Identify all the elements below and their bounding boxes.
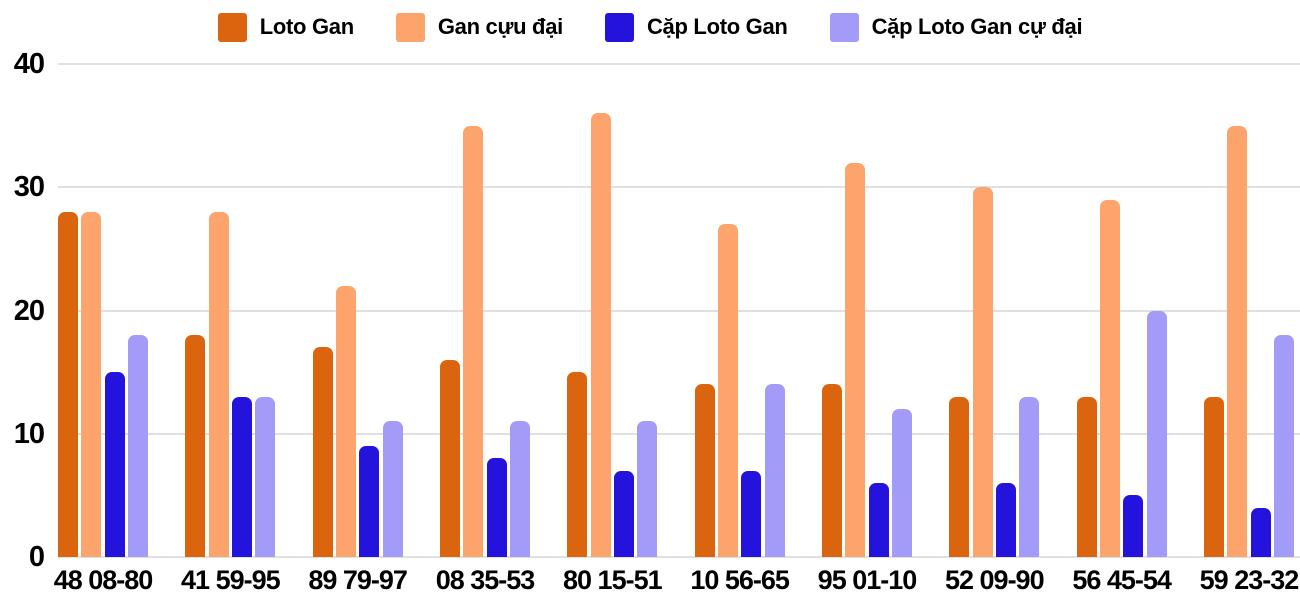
legend-label-gan-cuu-dai: Gan cựu đại	[437, 14, 563, 39]
bar-loto-gan	[949, 396, 970, 557]
x-axis-label-7: 95 01-10	[817, 565, 918, 595]
bar-cap-loto-gan	[359, 446, 380, 557]
bar-group-6: 10 56-65	[690, 64, 790, 595]
y-axis-tick-10: 10	[13, 417, 45, 450]
bar-group-1: 48 08-80	[54, 64, 153, 595]
bar-group-5: 80 15-51	[563, 64, 663, 595]
bar-group-3: 89 79-97	[308, 64, 408, 595]
bar-group-9: 56 45-54	[1072, 64, 1172, 595]
legend-swatch-cap-loto-gan	[604, 12, 634, 42]
x-axis-label-8: 52 09-90	[945, 565, 1045, 595]
bar-loto-gan	[694, 384, 715, 557]
bar-gan-cuu-dai	[81, 211, 102, 557]
bar-gan-cuu-dai	[208, 211, 229, 557]
bar-cap-loto-gan	[104, 372, 125, 557]
bar-cap-loto-gan-cu-dai	[127, 335, 148, 557]
bar-cap-loto-gan-cu-dai	[509, 421, 530, 557]
bar-group-2: 41 59-95	[181, 64, 281, 595]
bar-cap-loto-gan-cu-dai	[1019, 396, 1040, 557]
bar-cap-loto-gan-cu-dai	[1273, 335, 1294, 557]
x-axis-label-6: 10 56-65	[690, 565, 790, 595]
x-axis-label-2: 41 59-95	[181, 565, 281, 595]
legend-item-loto-gan[interactable]: Loto Gan	[217, 12, 354, 42]
y-axis-tick-40: 40	[13, 48, 45, 80]
plot-area	[58, 63, 1300, 558]
gridline-40	[58, 63, 1300, 65]
bar-group-8: 52 09-90	[945, 64, 1045, 595]
bar-cap-loto-gan-cu-dai	[637, 421, 658, 557]
bar-gan-cuu-dai	[590, 113, 611, 557]
bar-cap-loto-gan-cu-dai	[1146, 310, 1167, 557]
legend-label-loto-gan: Loto Gan	[259, 14, 354, 39]
bar-loto-gan	[439, 359, 460, 557]
gridline-20	[58, 309, 1300, 312]
legend-label-cap-loto-gan-cu-dai: Cặp Loto Gan cự đại	[871, 14, 1083, 39]
bar-cap-loto-gan-cu-dai	[891, 409, 912, 557]
bar-group-10: 59 23-32	[1200, 64, 1299, 595]
bar-loto-gan	[185, 335, 206, 557]
gridline-10	[58, 432, 1300, 435]
legend-swatch-loto-gan	[217, 12, 247, 42]
legend-item-gan-cuu-dai[interactable]: Gan cựu đại	[395, 12, 563, 42]
legend-swatch-gan-cuu-dai	[395, 12, 425, 42]
legend-label-cap-loto-gan: Cặp Loto Gan	[646, 14, 788, 39]
legend: Loto Gan Gan cựu đại Cặp Loto Gan Cặp Loto …	[0, 8, 1300, 46]
y-axis-tick-0: 0	[28, 541, 45, 573]
x-axis-label-10: 59 23-32	[1199, 565, 1300, 595]
x-axis-label-5: 80 15-51	[563, 565, 663, 595]
bar-cap-loto-gan	[1123, 495, 1144, 557]
bar-cap-loto-gan	[613, 470, 634, 557]
legend-item-cap-loto-gan-cu-dai[interactable]: Cặp Loto Gan cự đại	[829, 12, 1083, 42]
bar-cap-loto-gan	[231, 396, 252, 557]
gridline-30	[58, 186, 1300, 189]
y-axis-tick-20: 20	[13, 294, 45, 327]
x-axis-label-4: 08 35-53	[435, 565, 536, 595]
x-axis-label-1: 48 08-80	[53, 565, 154, 595]
gridline-0	[58, 556, 1300, 558]
bar-loto-gan	[821, 384, 842, 557]
y-axis: 0 10 20 30 40	[0, 49, 45, 572]
bar-cap-loto-gan-cu-dai	[764, 384, 785, 557]
bar-cap-loto-gan	[1250, 507, 1271, 557]
bar-cap-loto-gan	[868, 483, 889, 557]
x-axis-label-9: 56 45-54	[1072, 565, 1172, 595]
bar-cap-loto-gan-cu-dai	[382, 421, 403, 557]
bar-loto-gan	[1076, 396, 1097, 557]
bar-gan-cuu-dai	[463, 125, 484, 557]
bar-groups: 48 08-80 41 59-95 89 79-97 08 35-53 80 15-51…	[54, 64, 1299, 595]
bar-loto-gan	[1203, 396, 1224, 557]
bar-gan-cuu-dai	[335, 285, 356, 557]
bar-gan-cuu-dai	[972, 187, 993, 557]
y-axis-tick-30: 30	[13, 171, 45, 204]
bar-gan-cuu-dai	[845, 162, 866, 557]
bar-gan-cuu-dai	[1099, 199, 1120, 557]
bar-loto-gan	[312, 347, 333, 557]
legend-item-cap-loto-gan[interactable]: Cặp Loto Gan	[604, 12, 788, 42]
bar-cap-loto-gan-cu-dai	[255, 396, 276, 557]
legend-swatch-cap-loto-gan-cu-dai	[829, 12, 859, 42]
x-axis-label-3: 89 79-97	[308, 565, 408, 595]
bar-loto-gan	[58, 211, 78, 557]
bar-group-4: 08 35-53	[436, 64, 535, 595]
bar-gan-cuu-dai	[717, 224, 738, 557]
bar-gan-cuu-dai	[1227, 125, 1248, 557]
bar-cap-loto-gan	[741, 470, 762, 557]
bar-cap-loto-gan	[486, 458, 507, 557]
bar-group-7: 95 01-10	[818, 64, 917, 595]
bar-cap-loto-gan	[995, 483, 1016, 557]
bar-loto-gan	[567, 372, 588, 557]
